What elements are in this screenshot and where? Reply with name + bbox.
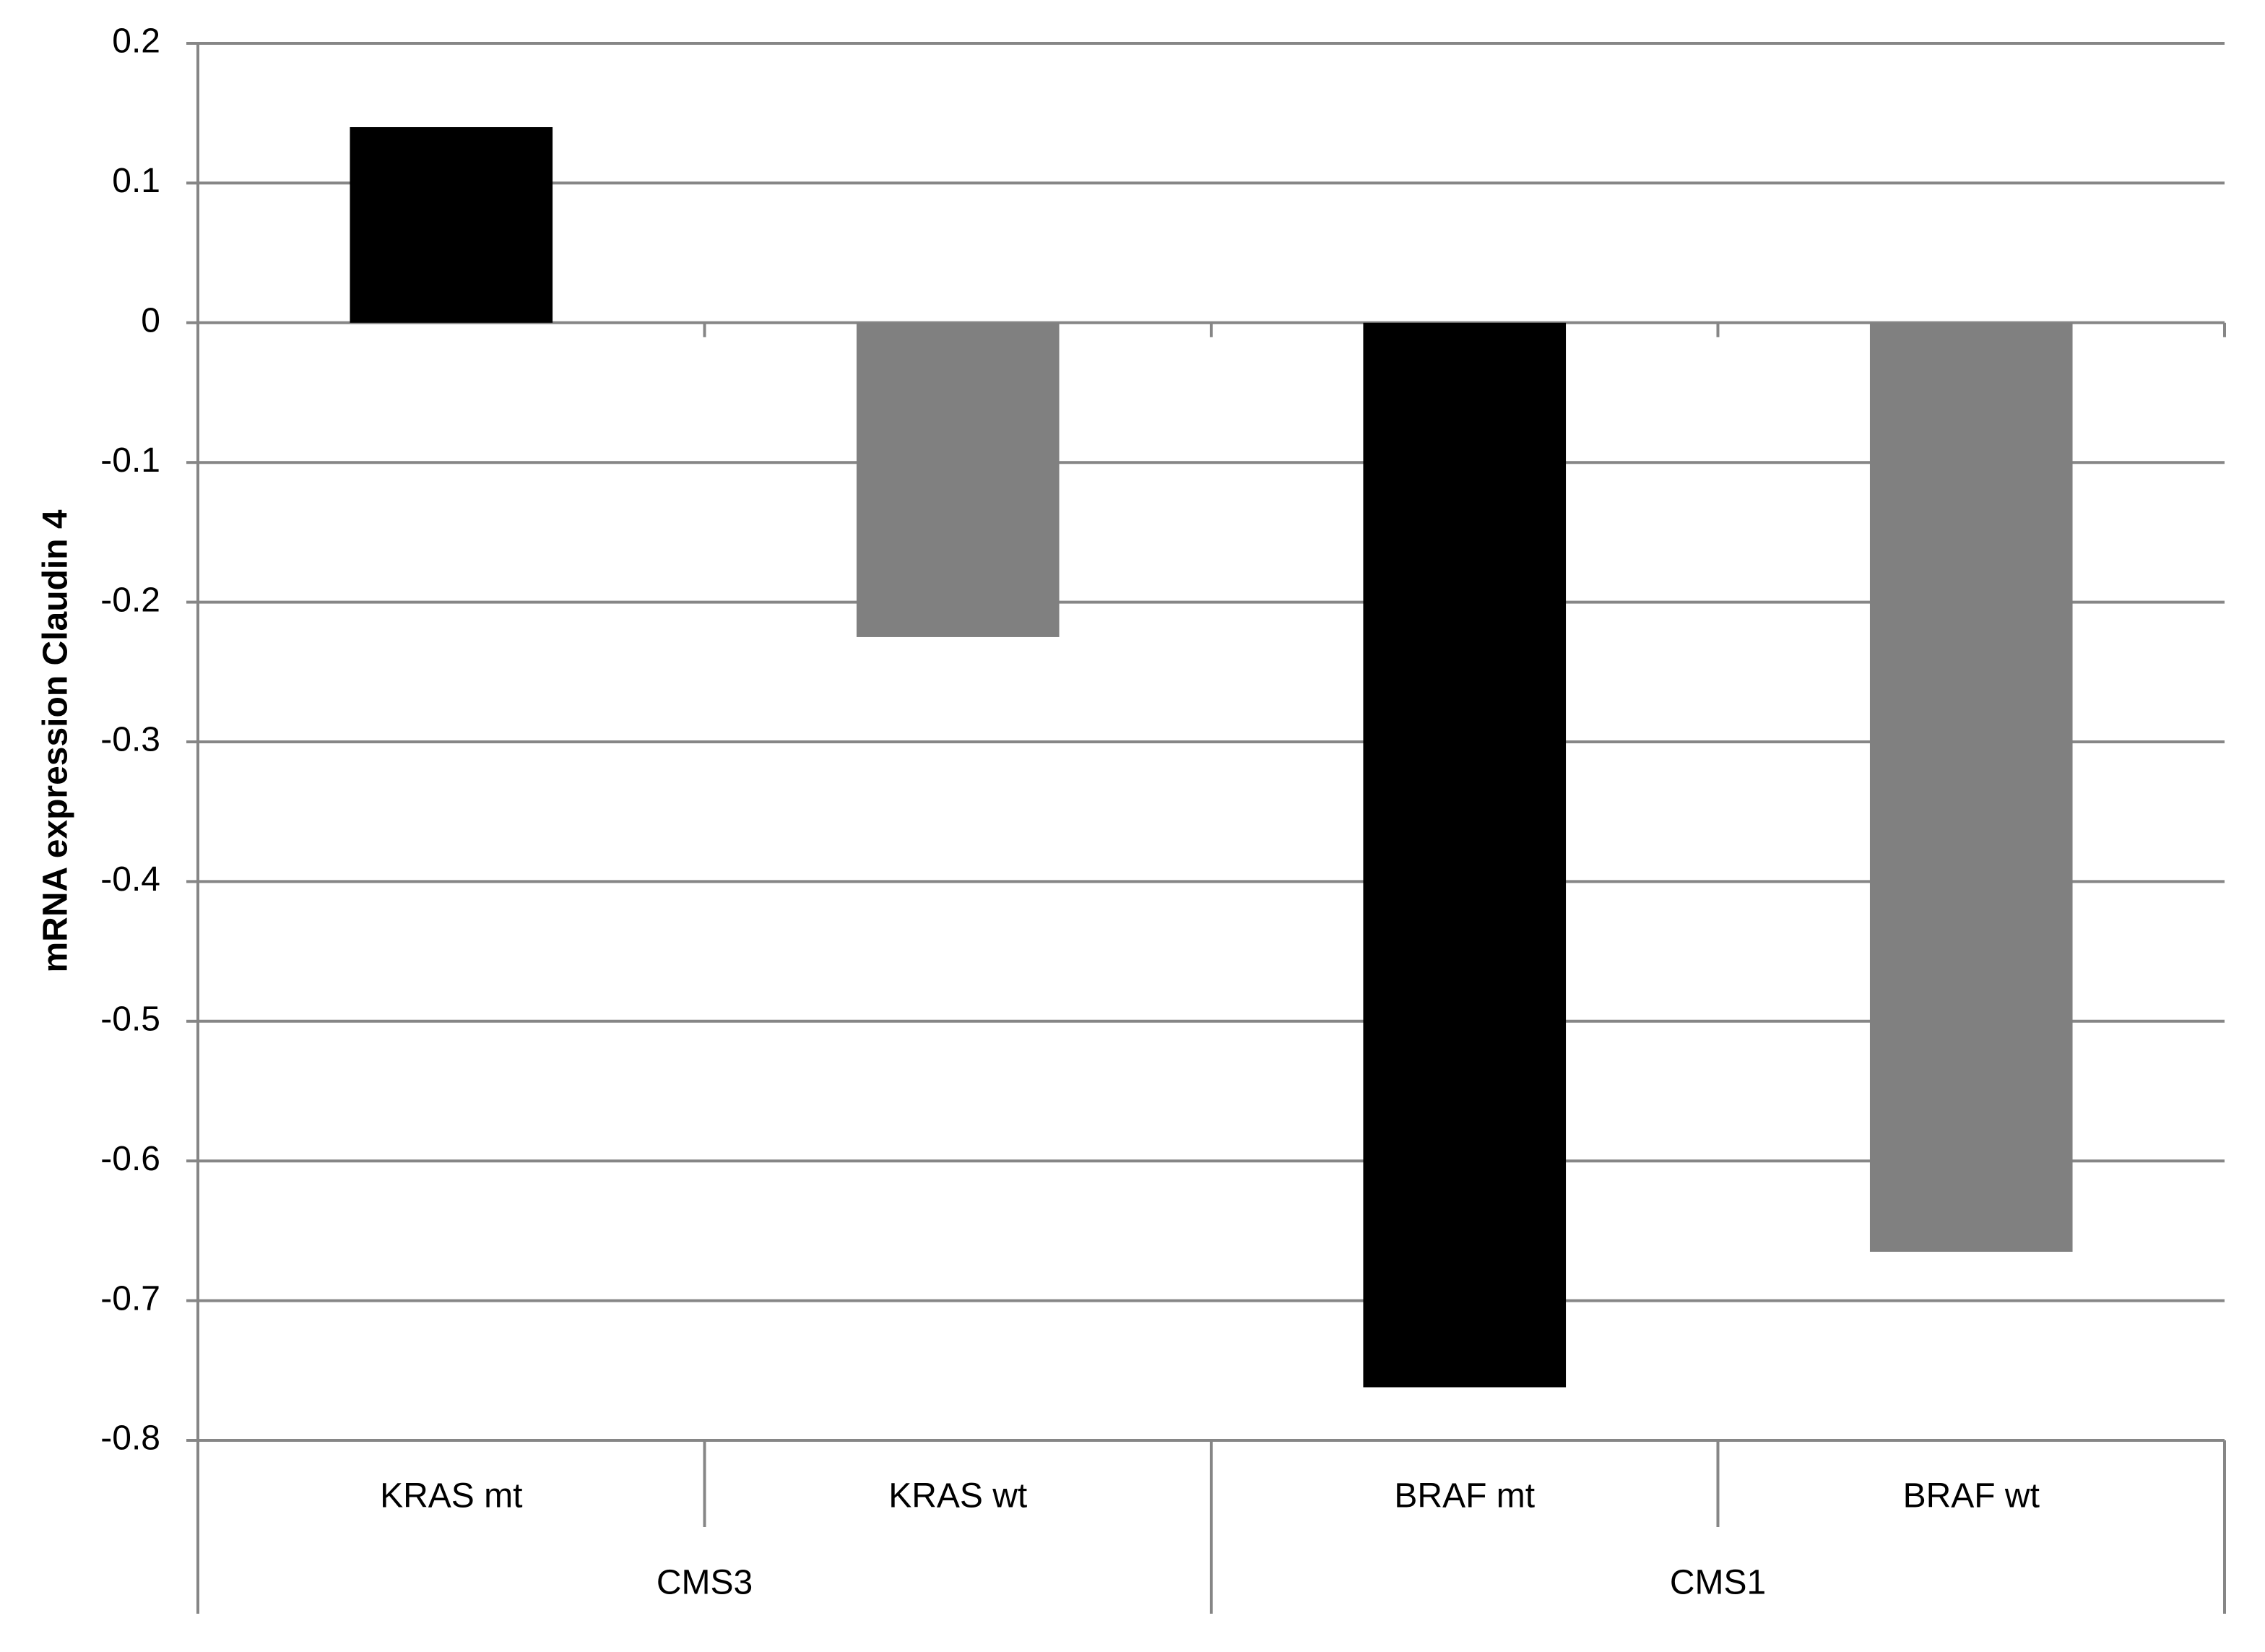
bar [350,127,553,323]
x-tick-label: BRAF wt [1903,1477,2040,1515]
y-axis-title: mRNA expression Claudin 4 [37,509,75,972]
x-tick-label: KRAS wt [888,1477,1027,1515]
group-label: CMS1 [1670,1564,1766,1602]
y-tick-label: -0.4 [100,860,160,899]
y-tick-label: -0.7 [100,1279,160,1318]
x-tick-label: KRAS mt [380,1477,522,1515]
y-tick-label: 0 [141,301,160,340]
y-tick-label: -0.2 [100,581,160,619]
y-tick-label: -0.1 [100,441,160,480]
y-tick-label: -0.3 [100,721,160,759]
y-tick-label: 0.1 [112,162,160,200]
group-label: CMS3 [657,1564,753,1602]
y-tick-label: -0.5 [100,1000,160,1038]
y-tick-label: 0.2 [112,22,160,61]
x-tick-label: BRAF mt [1394,1477,1535,1515]
bar [856,322,1060,637]
bar [1869,322,2073,1252]
bar [1363,322,1567,1388]
y-tick-label: -0.8 [100,1419,160,1458]
y-tick-label: -0.6 [100,1140,160,1178]
